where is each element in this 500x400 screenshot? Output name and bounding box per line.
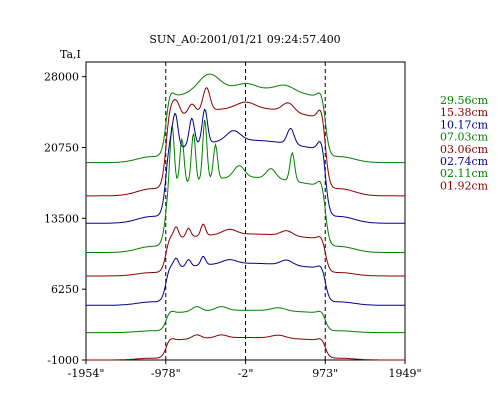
- legend-entry-10.17cm: 10.17cm: [440, 118, 489, 131]
- x-axis-ticks: -1954" -978" -2" 973" 1949": [68, 360, 422, 380]
- series-line-15.38cm: [86, 87, 405, 197]
- chart-title: SUN_A0:2001/01/21 09:24:57.400: [149, 33, 340, 46]
- y-tick-label-3: 6250: [51, 283, 79, 296]
- series-line-29.56cm: [86, 73, 405, 164]
- x-tick-label-0: -1954": [68, 367, 105, 380]
- y-tick-label-0: 28000: [44, 71, 79, 84]
- x-tick-label-4: 1949": [388, 367, 421, 380]
- series-line-07.03cm: [86, 119, 405, 253]
- series-line-10.17cm: [86, 108, 405, 224]
- y-tick-label-4: -1000: [47, 354, 79, 367]
- series-line-02.11cm: [86, 305, 405, 334]
- legend-entry-02.11cm: 02.11cm: [440, 167, 489, 180]
- legend: 29.56cm15.38cm10.17cm07.03cm03.06cm02.74…: [440, 94, 489, 192]
- legend-entry-03.06cm: 03.06cm: [440, 143, 489, 156]
- series-layer: [86, 73, 405, 361]
- y-axis-label: Ta,I: [60, 48, 81, 61]
- legend-entry-15.38cm: 15.38cm: [440, 106, 489, 119]
- legend-entry-29.56cm: 29.56cm: [440, 94, 489, 107]
- x-tick-label-2: -2": [238, 367, 254, 380]
- legend-entry-01.92cm: 01.92cm: [440, 179, 489, 192]
- x-tick-label-1: -978": [151, 367, 181, 380]
- series-line-03.06cm: [86, 223, 405, 277]
- y-axis-ticks: 28000 20750 13500 6250 -1000: [44, 71, 86, 367]
- y-tick-label-2: 13500: [44, 212, 79, 225]
- series-line-01.92cm: [86, 334, 405, 361]
- x-tick-label-3: 973": [312, 367, 338, 380]
- legend-entry-02.74cm: 02.74cm: [440, 155, 489, 168]
- legend-entry-07.03cm: 07.03cm: [440, 131, 489, 144]
- y-tick-label-1: 20750: [44, 141, 79, 154]
- series-line-02.74cm: [86, 255, 405, 306]
